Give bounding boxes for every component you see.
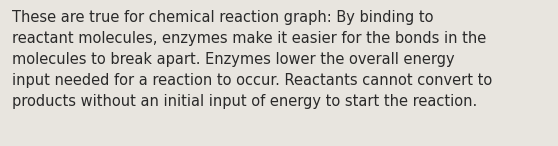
Text: These are true for chemical reaction graph: By binding to
reactant molecules, en: These are true for chemical reaction gra… — [12, 10, 493, 109]
